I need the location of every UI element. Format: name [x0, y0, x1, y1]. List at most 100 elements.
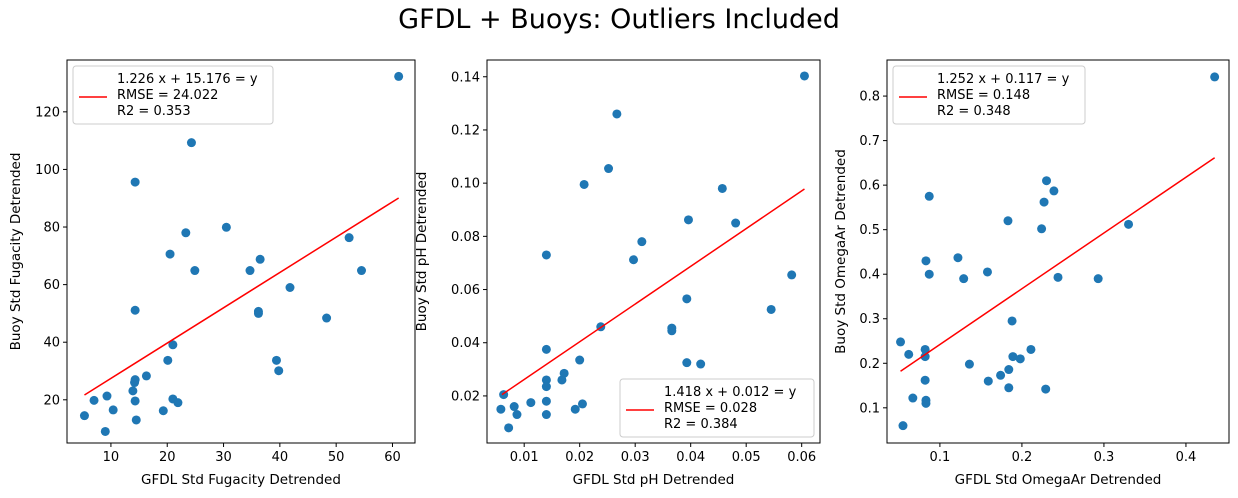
data-point — [924, 269, 934, 279]
data-point — [953, 253, 963, 263]
scatter-points — [496, 71, 809, 433]
x-tick-label: 20 — [159, 450, 176, 465]
y-tick-label: 120 — [35, 105, 60, 120]
data-point — [130, 375, 140, 385]
y-tick-label: 0.1 — [859, 401, 880, 416]
regression-line — [84, 197, 400, 396]
data-point — [163, 355, 173, 365]
data-point — [799, 71, 809, 81]
y-axis-label: Buoy Std Fugacity Detrended — [8, 153, 24, 351]
axes-frame — [486, 59, 821, 444]
data-point — [908, 393, 918, 403]
data-point — [131, 415, 141, 425]
y-tick-label: 0.8 — [859, 90, 880, 105]
data-point — [509, 402, 519, 412]
y-tick-label: 0.08 — [451, 230, 480, 245]
scatter-points — [896, 72, 1220, 431]
data-point — [682, 358, 692, 368]
data-point — [996, 370, 1006, 380]
y-tick-label: 0.5 — [859, 223, 880, 238]
data-point — [896, 337, 906, 347]
data-point — [787, 270, 797, 280]
data-point — [731, 218, 741, 228]
data-point — [322, 313, 332, 323]
y-tick-label: 40 — [43, 336, 60, 351]
data-point — [130, 177, 140, 187]
data-point — [255, 254, 265, 264]
data-point — [696, 359, 706, 369]
y-tick-label: 0.6 — [859, 179, 880, 194]
data-point — [682, 294, 692, 304]
data-point — [920, 375, 930, 385]
data-point — [1004, 383, 1014, 393]
data-point — [766, 304, 776, 314]
y-tick-label: 0.12 — [451, 123, 480, 138]
data-point — [559, 368, 569, 378]
legend-text-line: RMSE = 0.028 — [664, 401, 757, 416]
data-point — [1210, 72, 1220, 82]
ph-scatter-panel: 0.01 0.02 0.03 0.04 0.05 0.06 0.02 0.04 0.06 0.08… — [414, 59, 821, 488]
x-tick-label: 30 — [215, 450, 232, 465]
data-point — [1042, 176, 1052, 186]
data-point — [245, 266, 255, 276]
data-point — [128, 386, 138, 396]
data-point — [898, 421, 908, 431]
y-tick-label: 0.7 — [859, 134, 880, 149]
data-point — [512, 410, 522, 420]
data-point — [1053, 272, 1063, 282]
figure-title: GFDL + Buoys: Outliers Included — [398, 4, 840, 35]
data-point — [959, 274, 969, 284]
data-point — [604, 164, 614, 174]
data-point — [1003, 216, 1013, 226]
data-point — [1041, 384, 1051, 394]
data-point — [683, 215, 693, 225]
data-point — [904, 349, 914, 359]
y-tick-label: 60 — [43, 278, 60, 293]
data-point — [637, 237, 647, 247]
data-point — [168, 340, 178, 350]
data-point — [344, 233, 354, 243]
y-tick-label: 0.06 — [451, 283, 480, 298]
legend-box — [892, 65, 1086, 125]
data-point — [570, 404, 580, 414]
data-point — [1039, 197, 1049, 207]
data-point — [541, 396, 551, 406]
data-point — [667, 323, 677, 333]
y-tick-label: 80 — [43, 221, 60, 236]
data-point — [141, 371, 151, 381]
data-point — [541, 344, 551, 354]
data-point — [100, 426, 110, 436]
y-tick-label: 0.3 — [859, 312, 880, 327]
data-point — [982, 267, 992, 277]
x-tick-label: 0.03 — [621, 450, 650, 465]
axes-frame — [66, 59, 416, 444]
data-point — [130, 396, 140, 406]
data-point — [89, 395, 99, 405]
data-point — [541, 250, 551, 260]
data-point — [504, 423, 514, 433]
data-point — [629, 255, 639, 265]
data-point — [186, 138, 196, 148]
x-tick-label: 0.02 — [565, 450, 594, 465]
data-point — [579, 179, 589, 189]
x-tick-label: 0.05 — [732, 450, 761, 465]
y-axis-label: Buoy Std OmegaAr Detrended — [833, 149, 849, 354]
data-point — [1049, 186, 1059, 196]
data-point — [274, 366, 284, 376]
data-point — [541, 375, 551, 385]
data-point — [575, 355, 585, 365]
data-point — [190, 266, 200, 276]
legend-box — [72, 65, 274, 125]
x-tick-label: 40 — [272, 450, 289, 465]
legend-text-line: R2 = 0.348 — [937, 104, 1011, 119]
data-point — [983, 376, 993, 386]
data-point — [577, 399, 587, 409]
data-point — [221, 222, 231, 232]
x-tick-label: 0.3 — [1094, 450, 1115, 465]
data-point — [130, 305, 140, 315]
y-tick-label: 0.04 — [451, 336, 480, 351]
data-point — [1015, 354, 1025, 364]
data-point — [253, 308, 263, 318]
data-point — [920, 344, 930, 354]
